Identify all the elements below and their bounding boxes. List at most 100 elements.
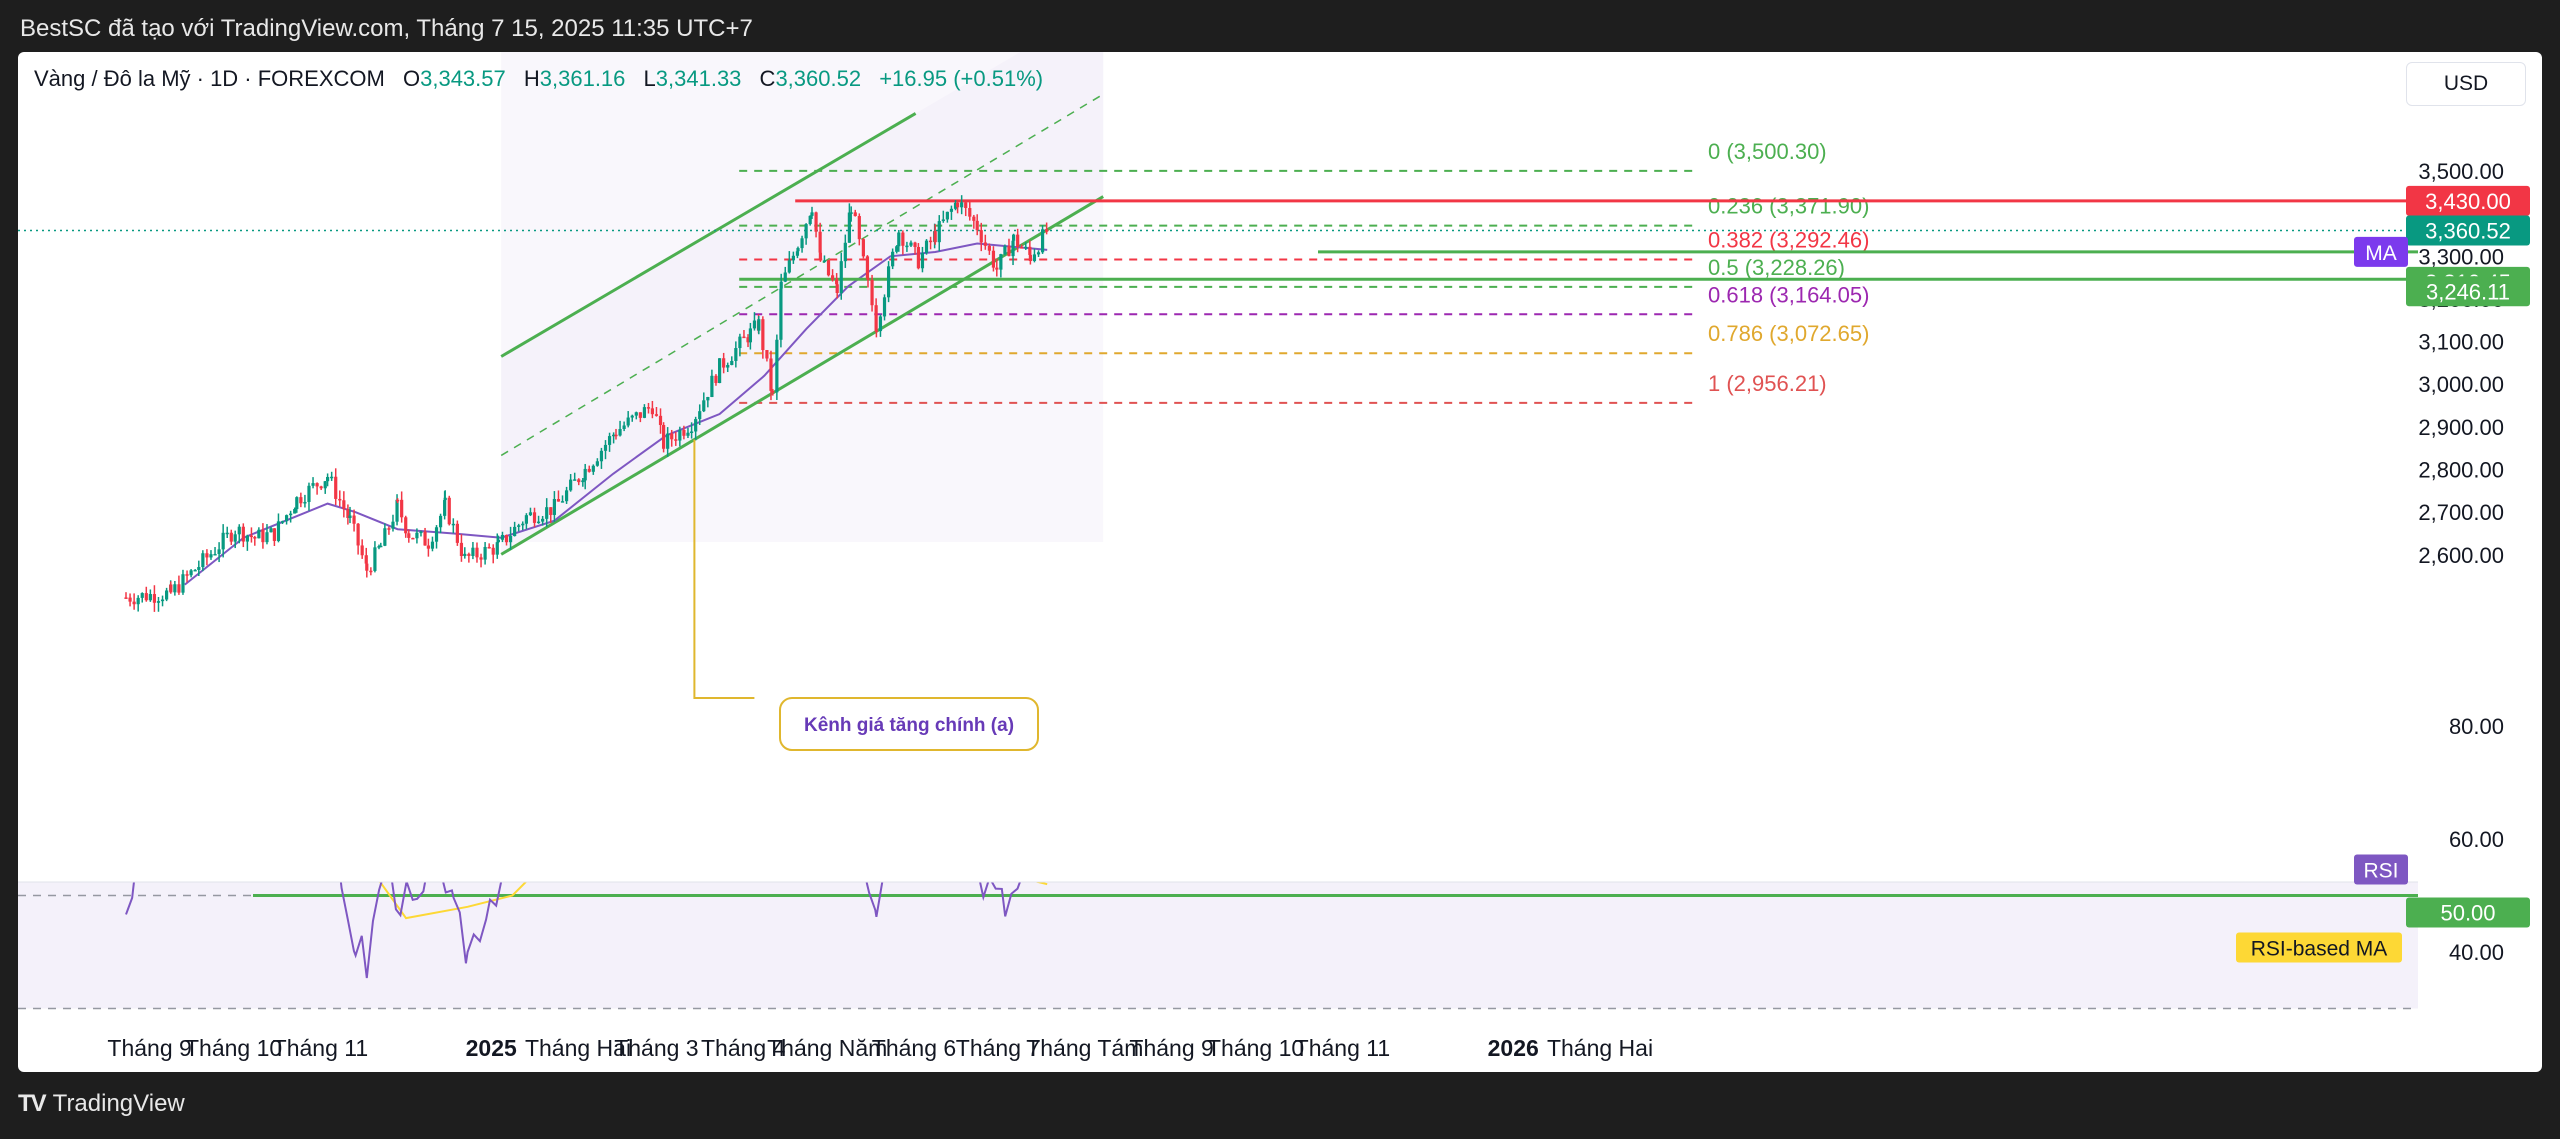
price-pane	[184, 52, 1693, 586]
candle-body	[975, 220, 979, 231]
candle-body	[738, 336, 742, 349]
candle-body	[995, 267, 999, 270]
candle-body	[269, 528, 273, 533]
candle-body	[549, 507, 553, 515]
candle-body	[878, 316, 883, 332]
time-tick-label: Tháng Tám	[1026, 1035, 1143, 1061]
candle-body	[434, 527, 439, 542]
candle-body	[517, 525, 521, 527]
moving-average-line	[184, 242, 1048, 586]
candle-body	[783, 272, 787, 282]
candle-body	[233, 534, 237, 542]
change-value: +16.95 (+0.51%)	[879, 66, 1044, 91]
price-tick-label: 3,500.00	[2418, 159, 2504, 184]
candle-body	[334, 476, 338, 499]
candle-body	[626, 417, 630, 426]
candle-body	[746, 337, 750, 343]
candle-body	[521, 523, 525, 526]
candle-body	[1012, 234, 1016, 241]
candle-body	[857, 216, 861, 240]
candle-body	[373, 547, 377, 571]
annotation-box	[779, 697, 1039, 751]
candle-body	[843, 242, 847, 262]
candle-body	[702, 400, 706, 412]
price-tick-label: 3,300.00	[2418, 244, 2504, 269]
brand-name: TradingView	[52, 1090, 185, 1117]
candle-body	[545, 507, 549, 519]
chart-svg[interactable]: 0 (3,500.30) 0.236 (3,371.90) 0.382 (3,292…	[18, 52, 2542, 1072]
candle-body	[289, 513, 293, 516]
time-tick-label: Tháng 9	[107, 1035, 191, 1061]
candle-body	[779, 288, 783, 340]
candle-body	[532, 512, 537, 523]
candle-body	[630, 415, 634, 418]
candle-body	[748, 328, 752, 343]
candle-body	[866, 278, 870, 280]
candle-body	[132, 601, 136, 605]
candle-body	[326, 476, 330, 482]
candle-body	[536, 521, 541, 524]
chart-panel[interactable]: 0 (3,500.30) 0.236 (3,371.90) 0.382 (3,292…	[18, 52, 2542, 1072]
chart-title: BestSC đã tạo với TradingView.com, Tháng…	[20, 15, 753, 42]
candle-body	[237, 526, 241, 535]
candle-body	[395, 499, 399, 522]
candle-body	[330, 476, 334, 479]
candle-body	[924, 240, 929, 253]
candle-body	[257, 529, 261, 539]
candle-body	[710, 375, 714, 398]
candle-body	[229, 532, 233, 542]
fib-level-label-1: 0.236 (3,371.90)	[1708, 194, 1869, 219]
candle-body	[905, 245, 909, 248]
candle-body	[808, 215, 812, 225]
candle-body	[144, 593, 148, 601]
candle-body	[280, 521, 285, 523]
candle-body	[870, 279, 874, 306]
candle-body	[865, 256, 870, 279]
candle-body	[1045, 229, 1049, 232]
candle-body	[205, 553, 209, 558]
candle-body	[607, 436, 612, 445]
ma-label: MA	[2365, 242, 2397, 265]
fib-level-label-2: 0.382 (3,292.46)	[1708, 228, 1869, 253]
fib-level-label-6: 1 (2,956.21)	[1708, 371, 1827, 396]
candle-body	[156, 601, 161, 603]
candle-body	[396, 499, 400, 502]
tv-logo-icon: TV	[18, 1090, 47, 1117]
candle-body	[730, 360, 734, 365]
candle-body	[678, 429, 682, 441]
candle-body	[949, 208, 954, 212]
candle-body	[165, 590, 169, 600]
candle-body	[658, 415, 663, 426]
candle-body	[293, 509, 297, 514]
candle-body	[303, 501, 307, 504]
candle-body	[581, 480, 585, 483]
currency-button[interactable]: USD	[2406, 62, 2526, 106]
candle-body	[528, 512, 533, 516]
candle-body	[734, 348, 738, 361]
candle-body	[634, 412, 638, 416]
rsi-value-badge: 50.00	[2440, 901, 2495, 926]
candle-body	[642, 407, 647, 418]
candle-body	[804, 224, 808, 239]
price-tick-label: 2,700.00	[2418, 500, 2504, 525]
candle-body	[654, 414, 659, 416]
candle-body	[861, 239, 865, 257]
candle-body	[765, 350, 769, 359]
candle-body	[761, 319, 765, 351]
rsi-pane	[18, 882, 2418, 1010]
candle-body	[650, 408, 654, 415]
close-value: 3,360.52	[775, 66, 862, 91]
tradingview-logo[interactable]: TV TradingView	[18, 1090, 185, 1118]
candle-body	[826, 260, 831, 276]
candle-body	[853, 212, 857, 217]
candle-body	[835, 284, 839, 294]
last-price-badge-bg	[2406, 215, 2530, 246]
candle-body	[197, 567, 201, 570]
candle-body	[1011, 240, 1015, 257]
candle-body	[945, 211, 949, 220]
candle-body	[874, 305, 878, 331]
candle-body	[690, 431, 694, 433]
candle-body	[1028, 246, 1032, 255]
channel-bg	[501, 52, 1104, 542]
candle-body	[583, 468, 587, 481]
